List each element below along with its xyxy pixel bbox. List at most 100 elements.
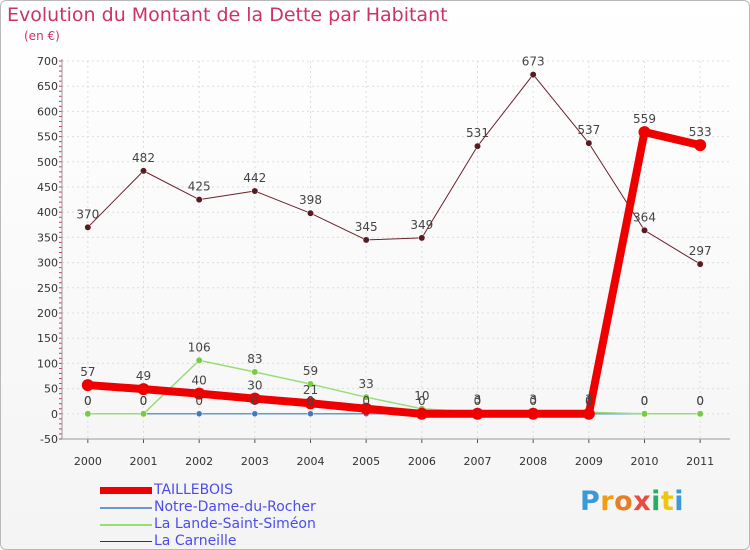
chart-title: Evolution du Montant de la Dette par Hab… xyxy=(7,4,448,26)
legend-swatch xyxy=(100,541,152,542)
data-point xyxy=(251,187,259,195)
data-label: 442 xyxy=(243,171,266,185)
x-tick-label: 2004 xyxy=(297,455,325,468)
y-tick-label: 400 xyxy=(37,206,58,219)
x-tick-label: 2006 xyxy=(408,455,436,468)
data-label: 673 xyxy=(522,55,545,69)
x-tick-label: 2005 xyxy=(352,455,380,468)
data-label: 106 xyxy=(188,340,211,354)
legend-label: Notre-Dame-du-Rocher xyxy=(154,499,316,515)
data-point xyxy=(307,380,314,388)
data-label: 0 xyxy=(418,394,426,408)
legend-label: TAILLEBOIS xyxy=(154,482,234,498)
data-point xyxy=(195,356,203,364)
data-label: 297 xyxy=(689,244,712,258)
data-label: 0 xyxy=(696,394,704,408)
data-point xyxy=(248,392,261,405)
data-point xyxy=(251,368,259,376)
data-point xyxy=(304,397,317,410)
legend-label: La Lande-Saint-Siméon xyxy=(154,516,316,532)
data-label: 364 xyxy=(633,210,656,224)
x-tick-label: 2007 xyxy=(464,455,492,468)
data-point xyxy=(638,126,651,139)
legend-label: La Carneille xyxy=(154,533,237,549)
y-tick-label: 200 xyxy=(37,307,58,320)
x-tick-label: 2010 xyxy=(631,455,659,468)
data-label: 533 xyxy=(689,125,712,139)
data-label: 531 xyxy=(466,126,489,140)
data-label: 0 xyxy=(362,394,370,408)
data-point xyxy=(641,410,648,418)
legend-swatch xyxy=(100,507,152,509)
data-label: 0 xyxy=(195,394,203,408)
data-label: 57 xyxy=(80,365,95,379)
chart-unit-label: (en €) xyxy=(24,29,60,43)
x-tick-label: 2003 xyxy=(241,455,269,468)
data-point xyxy=(360,402,373,415)
y-tick-label: 350 xyxy=(37,231,58,244)
data-point xyxy=(84,223,92,231)
y-tick-label: 500 xyxy=(37,156,58,169)
data-point xyxy=(696,410,704,418)
data-label: 59 xyxy=(303,364,318,378)
y-tick-label: -50 xyxy=(40,433,58,446)
y-tick-label: 150 xyxy=(37,332,58,345)
data-label: 0 xyxy=(140,394,148,408)
y-tick-label: 700 xyxy=(37,55,58,68)
data-label: 0 xyxy=(84,394,92,408)
x-tick-label: 2011 xyxy=(686,455,714,468)
data-label: 482 xyxy=(132,151,155,165)
data-label: 0 xyxy=(696,394,704,408)
data-label: 40 xyxy=(192,374,207,388)
data-point xyxy=(694,139,707,152)
data-label: 21 xyxy=(303,383,318,397)
data-point xyxy=(195,410,203,418)
data-label: 0 xyxy=(529,394,537,408)
data-point xyxy=(307,410,314,418)
logo-letter: x xyxy=(633,486,652,517)
data-label: 398 xyxy=(299,193,322,207)
data-label: 33 xyxy=(359,377,374,391)
logo-letter: P xyxy=(580,486,601,517)
data-point xyxy=(362,236,370,244)
data-point xyxy=(140,410,147,418)
data-point xyxy=(418,234,426,242)
data-point xyxy=(696,260,704,268)
y-tick-label: 0 xyxy=(51,408,58,421)
line-chart: -500501001502002503003504004505005506006… xyxy=(37,55,730,468)
data-label: 10 xyxy=(414,389,429,403)
proxiti-logo: Proxiti xyxy=(580,486,684,517)
data-label: 0 xyxy=(585,394,593,408)
data-point xyxy=(195,196,203,204)
logo-letter: t xyxy=(660,486,675,517)
data-point xyxy=(140,167,147,175)
y-tick-label: 50 xyxy=(44,383,58,396)
data-label: 3 xyxy=(529,392,537,406)
data-point xyxy=(415,407,428,420)
x-tick-label: 2000 xyxy=(74,455,102,468)
x-tick-label: 2009 xyxy=(575,455,603,468)
data-label: 30 xyxy=(247,379,262,393)
data-point xyxy=(362,393,370,401)
data-label: 0 xyxy=(307,394,315,408)
data-label: 425 xyxy=(188,180,211,194)
data-point xyxy=(137,383,150,396)
data-label: 370 xyxy=(76,207,99,221)
y-tick-label: 450 xyxy=(37,181,58,194)
data-point xyxy=(307,209,314,217)
data-point xyxy=(582,407,595,420)
data-point xyxy=(471,407,484,420)
data-point xyxy=(641,226,648,234)
x-tick-label: 2001 xyxy=(130,455,158,468)
data-point xyxy=(527,407,540,420)
logo-letter: r xyxy=(600,486,615,517)
data-point xyxy=(474,142,481,150)
data-label: 349 xyxy=(410,218,433,232)
logo-letter: i xyxy=(651,486,661,517)
y-tick-label: 600 xyxy=(37,105,58,118)
data-point xyxy=(81,379,94,392)
data-point xyxy=(251,410,259,418)
data-point xyxy=(585,139,593,147)
data-label: 0 xyxy=(474,394,482,408)
